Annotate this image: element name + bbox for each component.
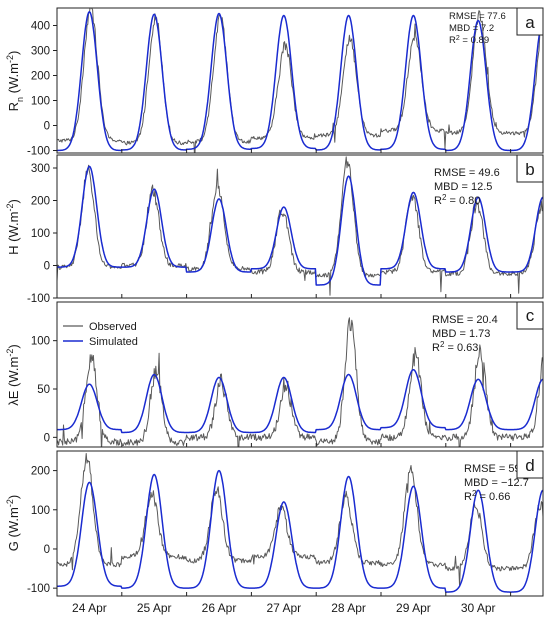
plot-area-a (57, 8, 543, 153)
ytick-label: 100 (31, 505, 50, 517)
xtick-label: 24 Apr (72, 601, 107, 615)
ytick-label: 400 (31, 21, 50, 33)
ytick-label: -100 (27, 146, 50, 158)
xtick-label: 27 Apr (266, 601, 301, 615)
ytick-label: 0 (44, 261, 50, 273)
panel-label-d: d (525, 456, 534, 475)
stat-rmse-b: RMSE = 49.6 (434, 167, 500, 179)
xtick-label: 30 Apr (461, 601, 496, 615)
xticks-d (121, 592, 512, 596)
panel-label-box-a (516, 7, 544, 36)
legend: Observed Simulated (63, 321, 138, 348)
legend-simulated-label: Simulated (89, 336, 138, 348)
yticks-a: -100 0 100 200 300 400 (27, 21, 57, 158)
xticks-a (121, 149, 512, 153)
panel-label-c: c (526, 306, 535, 325)
plot-area-d (57, 453, 543, 593)
panel-label-box-b (516, 154, 544, 183)
ytick-label: 100 (31, 228, 50, 240)
yticks-b: -100 0 100 200 300 (27, 163, 57, 305)
panel-label-box-c (516, 301, 544, 330)
ytick-label: 100 (31, 96, 50, 108)
ylabel-a: Rn (W.m-2) (5, 51, 25, 112)
xtick-label: 29 Apr (396, 601, 431, 615)
ytick-label: 0 (44, 432, 50, 444)
frame-b (56, 154, 544, 299)
panel-b: H (W.m-2) -100 0 100 200 300 RMSE = 49.6 MBD… (5, 154, 544, 305)
simulated-line-b (57, 165, 543, 286)
ytick-label: 200 (31, 196, 50, 208)
yticks-c: 0 50 100 (31, 336, 57, 444)
ytick-label: 0 (44, 544, 50, 556)
panel-d: G (W.m-2) -100 0 100 200 RMSE = 59.6 MBD = … (5, 450, 544, 597)
xtick-label: 26 Apr (202, 601, 237, 615)
stat-mbd-c: MBD = 1.73 (432, 328, 490, 340)
xticks-c (121, 443, 512, 447)
ylabel-c: λE (W.m-2) (5, 344, 21, 405)
frame-a (56, 7, 544, 154)
frame-d (56, 450, 544, 597)
panel-a: Rn (W.m-2) -100 0 100 200 300 400 RMSE = 77.6… (5, 7, 544, 158)
stat-r2-d: R2 = 0.66 (464, 489, 510, 504)
yticks-d: -100 0 100 200 (27, 466, 57, 595)
simulated-line-c (57, 368, 543, 434)
ylabel-d: G (W.m-2) (5, 495, 21, 551)
panel-label-b: b (525, 160, 534, 179)
xtick-label: 28 Apr (331, 601, 366, 615)
frame-c (56, 301, 544, 448)
xtick-label: 25 Apr (137, 601, 172, 615)
panel-label-a: a (525, 13, 535, 32)
stat-mbd-d: MBD = −12.7 (464, 477, 529, 489)
stat-mbd-b: MBD = 12.5 (434, 181, 492, 193)
stat-mbd-a: MBD = 7.2 (449, 23, 494, 34)
ytick-label: 100 (31, 336, 50, 348)
ytick-label: 300 (31, 46, 50, 58)
stat-r2-a: R2 = 0.89 (449, 35, 489, 47)
observed-line-c (57, 317, 543, 447)
plot-area-c (57, 317, 543, 447)
legend-observed-label: Observed (89, 321, 137, 333)
x-axis-labels: 24 Apr 25 Apr 26 Apr 27 Apr 28 Apr 29 Apr 30 A… (72, 601, 496, 615)
xticks-b (121, 294, 512, 298)
observed-line-d (57, 453, 543, 588)
simulated-line-a (57, 11, 543, 152)
ytick-label: -100 (27, 583, 50, 595)
panel-label-box-d (516, 450, 544, 479)
ytick-label: -100 (27, 293, 50, 305)
simulated-line-d (57, 469, 543, 593)
ytick-label: 200 (31, 71, 50, 83)
panel-c: λE (W.m-2) 0 50 100 Observed Simulated RMS… (5, 301, 544, 448)
stat-r2-b: R2 = 0.80 (434, 193, 480, 208)
ytick-label: 300 (31, 163, 50, 175)
ytick-label: 50 (37, 384, 50, 396)
stat-r2-c: R2 = 0.63 (432, 340, 478, 355)
ytick-label: 200 (31, 466, 50, 478)
stat-rmse-c: RMSE = 20.4 (432, 314, 498, 326)
ytick-label: 0 (44, 121, 50, 133)
ylabel-b: H (W.m-2) (5, 199, 21, 255)
plot-area-b (57, 156, 543, 296)
stat-rmse-d: RMSE = 59.6 (464, 463, 530, 475)
stat-rmse-a: RMSE = 77.6 (449, 11, 506, 22)
